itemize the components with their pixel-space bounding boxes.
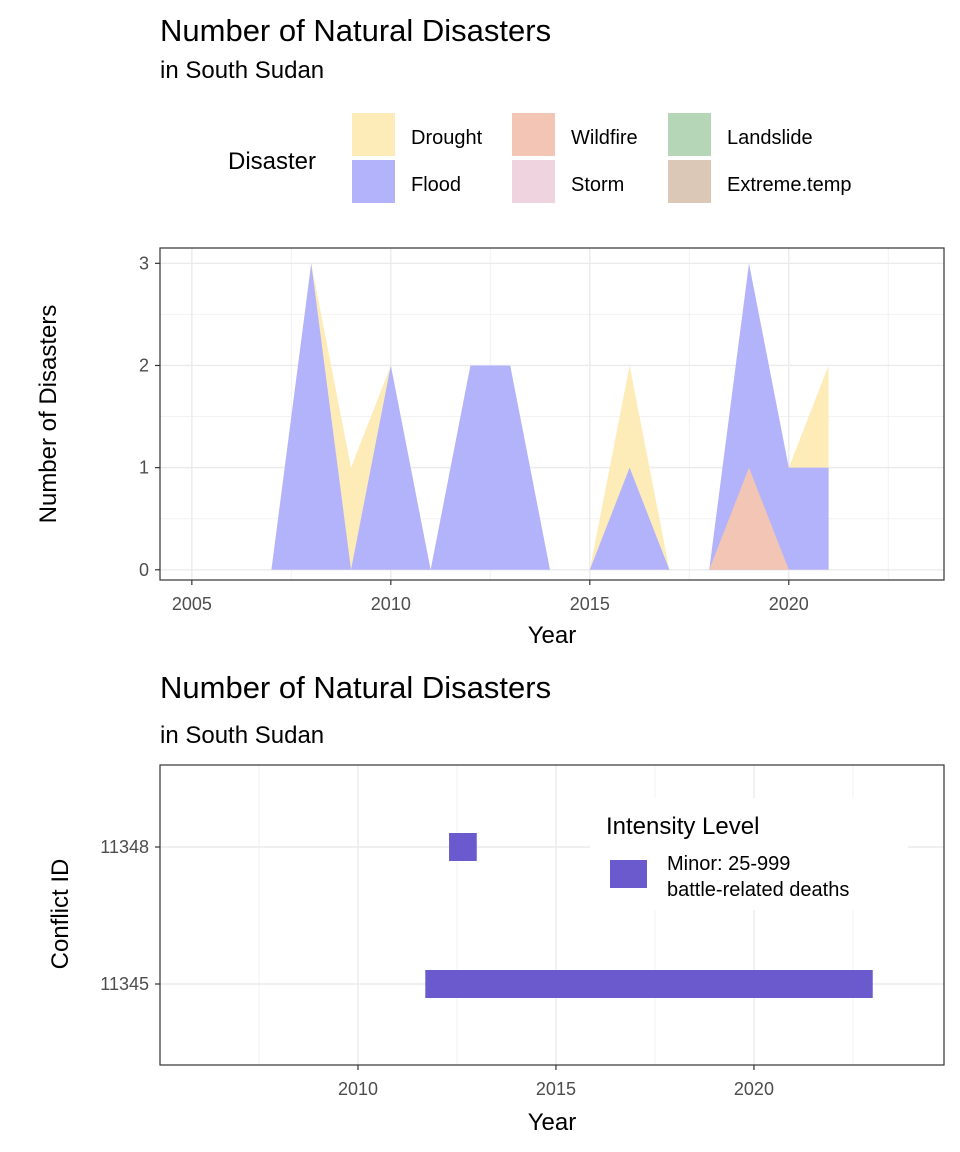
conflict-segment-11345 bbox=[425, 970, 873, 998]
legend-label-extreme-temp: Extreme.temp bbox=[727, 174, 851, 196]
legend-title: Disaster bbox=[228, 148, 316, 175]
top-chart-x-axis-title: Year bbox=[528, 622, 577, 649]
legend-label-landslide: Landslide bbox=[727, 127, 813, 149]
area-flood bbox=[589, 467, 670, 570]
top-chart-subtitle: in South Sudan bbox=[160, 57, 324, 84]
bottom-x-tick-label: 2020 bbox=[734, 1079, 774, 1099]
top-chart-areas bbox=[271, 263, 829, 570]
top-legend: Disaster Drought Flood Wildfire Storm La… bbox=[228, 113, 851, 203]
area-flood bbox=[430, 365, 551, 570]
area-wildfire bbox=[709, 467, 789, 570]
legend-key-landslide bbox=[668, 113, 711, 156]
bottom-y-tick-label: 11345 bbox=[100, 974, 149, 994]
top-chart-ticks: 2005 2010 2015 2020 0 1 2 3 bbox=[139, 253, 809, 614]
legend-label-drought: Drought bbox=[411, 127, 483, 149]
top-y-tick-label: 2 bbox=[139, 355, 149, 375]
top-y-tick-label: 3 bbox=[139, 253, 149, 273]
top-x-tick-label: 2005 bbox=[172, 594, 212, 614]
top-chart-title: Number of Natural Disasters bbox=[160, 13, 551, 48]
legend-key-minor bbox=[610, 860, 647, 888]
bottom-chart-bars bbox=[425, 833, 873, 998]
legend-label-flood: Flood bbox=[411, 174, 461, 196]
conflict-segment-11348 bbox=[449, 833, 477, 861]
top-chart-y-axis-title: Number of Disasters bbox=[35, 305, 62, 524]
legend-key-extreme-temp bbox=[668, 160, 711, 203]
bottom-chart-title: Number of Natural Disasters bbox=[160, 670, 551, 705]
top-y-tick-label: 0 bbox=[139, 560, 149, 580]
area-flood bbox=[271, 263, 352, 570]
legend-key-wildfire bbox=[512, 113, 555, 156]
legend-label-storm: Storm bbox=[571, 174, 624, 196]
bottom-legend-title: Intensity Level bbox=[606, 813, 759, 840]
bottom-chart-subtitle: in South Sudan bbox=[160, 722, 324, 749]
area-flood bbox=[351, 365, 431, 570]
top-x-tick-label: 2015 bbox=[570, 594, 610, 614]
top-y-tick-label: 1 bbox=[139, 458, 149, 478]
legend-label-minor-line2: battle-related deaths bbox=[667, 879, 849, 901]
bottom-chart-ticks: 2010 2015 2020 11348 11345 bbox=[100, 837, 774, 1099]
legend-label-wildfire: Wildfire bbox=[571, 127, 638, 149]
legend-key-flood bbox=[352, 160, 395, 203]
top-chart-panel-border bbox=[159, 247, 945, 581]
legend-key-storm bbox=[512, 160, 555, 203]
bottom-legend: Intensity Level Minor: 25-999 battle-rel… bbox=[590, 798, 908, 910]
bottom-x-tick-label: 2010 bbox=[338, 1079, 378, 1099]
top-x-tick-label: 2010 bbox=[371, 594, 411, 614]
bottom-chart-x-axis-title: Year bbox=[528, 1109, 577, 1136]
bottom-y-tick-label: 11348 bbox=[100, 837, 149, 857]
legend-label-minor-line1: Minor: 25-999 bbox=[667, 853, 790, 875]
bottom-legend-background bbox=[590, 798, 908, 910]
bottom-chart-panel-border bbox=[159, 764, 945, 1066]
bottom-x-tick-label: 2015 bbox=[536, 1079, 576, 1099]
bottom-chart-y-axis-title: Conflict ID bbox=[47, 859, 74, 970]
legend-key-drought bbox=[352, 113, 395, 156]
top-x-tick-label: 2020 bbox=[769, 594, 809, 614]
